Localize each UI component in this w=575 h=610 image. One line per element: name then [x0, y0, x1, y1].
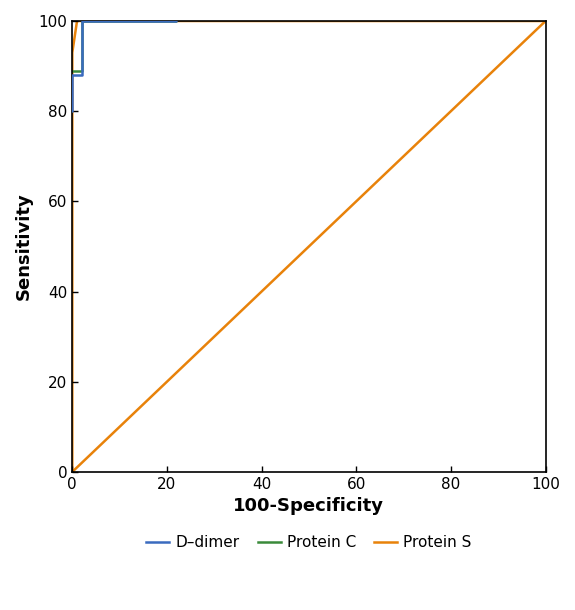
Y-axis label: Sensitivity: Sensitivity: [15, 193, 33, 300]
X-axis label: 100-Specificity: 100-Specificity: [233, 497, 385, 515]
Legend: D–dimer, Protein C, Protein S: D–dimer, Protein C, Protein S: [140, 529, 478, 556]
